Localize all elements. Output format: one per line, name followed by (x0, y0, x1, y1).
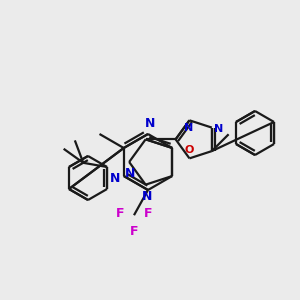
Text: N: N (125, 167, 135, 180)
Text: N: N (110, 172, 120, 184)
Text: N: N (214, 124, 223, 134)
Text: F: F (144, 207, 152, 220)
Text: N: N (184, 123, 193, 133)
Text: N: N (145, 117, 155, 130)
Text: F: F (116, 207, 124, 220)
Text: F: F (130, 225, 138, 238)
Text: N: N (141, 190, 152, 203)
Text: O: O (185, 146, 194, 155)
